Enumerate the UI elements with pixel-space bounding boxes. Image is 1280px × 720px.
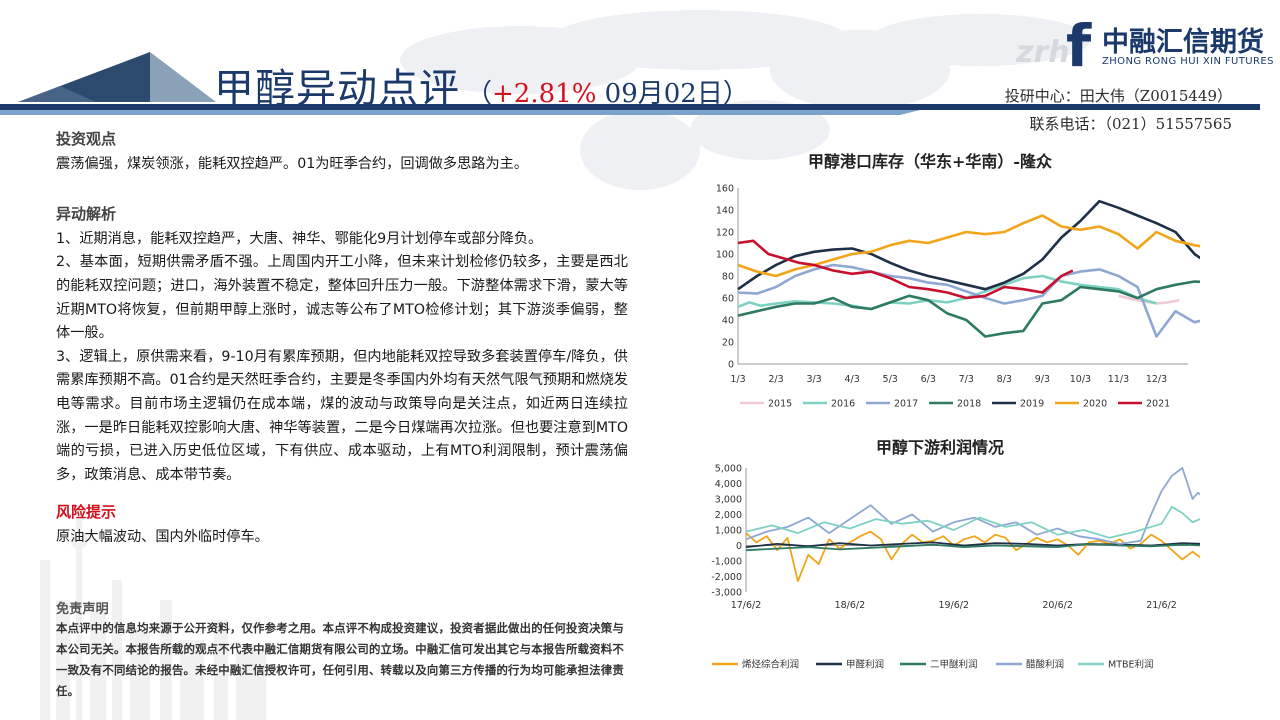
logo-name-cn: 中融汇信期货 bbox=[1102, 27, 1264, 58]
series-line-醋酸利润 bbox=[745, 467, 1200, 545]
y-tick-label: 4,000 bbox=[715, 479, 742, 490]
chart-title-profit: 甲醇下游利润情况 bbox=[876, 438, 1005, 457]
legend-label: 烯烃综合利润 bbox=[742, 659, 799, 671]
title-subtitle: （+2.81% 09月02日） bbox=[466, 73, 749, 110]
x-tick-label: 5/3 bbox=[883, 374, 898, 385]
section-view: 投资观点 震荡偏强，煤炭领涨，能耗双控趋严。01为旺季合约，回调做多思路为主。 bbox=[56, 128, 628, 176]
analysis-heading: 异动解析 bbox=[56, 205, 117, 224]
series-line-2021 bbox=[737, 239, 1074, 300]
series-line-2016 bbox=[737, 274, 1157, 311]
legend-label: 醋酸利润 bbox=[1026, 659, 1064, 671]
legend-label: 2016 bbox=[831, 399, 855, 410]
series-line-MTBE利润 bbox=[745, 505, 1200, 539]
legend-label: 甲醛利润 bbox=[846, 659, 884, 671]
risk-text: 原油大幅波动、国内外临时停车。 bbox=[56, 528, 269, 545]
profit-chart: -3,000 -2,000 -1,000 0 1,000 2,000 3,000 4,000 5… bbox=[711, 464, 1200, 671]
phone-info: 联系电话：（021）51557565 bbox=[1029, 115, 1232, 133]
x-tick-label: 10/3 bbox=[1070, 374, 1091, 385]
inventory-chart: 0 20 40 60 80 100 120 140 160 1/3 2/3 3/3 4/3 5/3 6/3 7… bbox=[716, 184, 1200, 410]
section-analysis: 异动解析 1、近期消息，能耗双控趋严，大唐、神华、鄂能化9月计划停车或部分降负。… bbox=[56, 203, 628, 487]
series-line-烯烃综合利润 bbox=[745, 530, 1200, 583]
series-line-2017 bbox=[737, 263, 1200, 338]
analyst-info: 投研中心：田大伟（Z0015449） bbox=[1004, 87, 1232, 105]
title-date: 09月02日 bbox=[604, 79, 723, 109]
analysis-paragraph-3: 3、逻辑上，原供需来看，9-10月有累库预期，但内地能耗双控导致多套装置停车/降… bbox=[56, 348, 628, 483]
y-tick-label: 100 bbox=[716, 250, 734, 261]
y-tick-label: 0 bbox=[728, 360, 734, 371]
x-tick-label: 4/3 bbox=[844, 374, 859, 385]
series-line-2018 bbox=[737, 280, 1200, 338]
y-tick-label: 140 bbox=[716, 206, 734, 217]
logo-letters: zrh bbox=[1016, 35, 1070, 70]
view-heading: 投资观点 bbox=[56, 130, 117, 148]
legend-label: 2021 bbox=[1146, 399, 1170, 410]
x-tick-label: 3/3 bbox=[806, 374, 821, 385]
x-tick-label: 6/3 bbox=[921, 374, 936, 385]
logo-mark-letter: f bbox=[1066, 12, 1092, 74]
y-tick-label: 20 bbox=[722, 338, 734, 349]
series-line-2019 bbox=[737, 199, 1200, 291]
y-tick-label: 120 bbox=[716, 228, 734, 239]
x-tick-label: 17/6/2 bbox=[731, 600, 762, 611]
logo-mark-icon: zrh f bbox=[1015, 12, 1092, 80]
contact-info: 投研中心：田大伟（Z0015449） 联系电话：（021）51557565 bbox=[1005, 82, 1232, 138]
legend-label: MTBE利润 bbox=[1108, 659, 1154, 671]
y-tick-label: 160 bbox=[716, 184, 734, 195]
y-tick-label: -3,000 bbox=[711, 588, 742, 599]
disclaimer-text: 本点评中的信息均来源于公开资料，仅作参考之用。本点评不构成投资建议，投资者据此做… bbox=[56, 621, 624, 698]
section-risk: 风险提示 原油大幅波动、国内外临时停车。 bbox=[56, 501, 628, 549]
price-change-percent: +2.81% bbox=[492, 79, 597, 109]
x-tick-label: 1/3 bbox=[730, 374, 745, 385]
legend-label: 2015 bbox=[768, 399, 792, 410]
analysis-paragraph-2: 2、基本面，短期供需矛盾不强。上周国内开工小降，但未来计划检修仍较多，主要是西北… bbox=[56, 254, 628, 342]
page-title: 甲醇异动点评 （+2.81% 09月02日） bbox=[214, 56, 749, 112]
title-text: 甲醇异动点评 bbox=[214, 66, 460, 112]
disclaimer: 免责声明 本点评中的信息均来源于公开资料，仅作参考之用。本点评不构成投资建议，投… bbox=[56, 602, 630, 702]
x-tick-label: 8/3 bbox=[997, 374, 1012, 385]
y-tick-label: 40 bbox=[722, 316, 734, 327]
legend-label: 2019 bbox=[1020, 399, 1044, 410]
view-text: 震荡偏强，煤炭领涨，能耗双控趋严。01为旺季合约，回调做多思路为主。 bbox=[56, 155, 529, 172]
chart-title-inventory: 甲醇港口库存（华东+华南）-隆众 bbox=[808, 152, 1053, 171]
y-tick-label: 0 bbox=[736, 541, 742, 552]
paren-close: ） bbox=[722, 79, 749, 109]
x-tick-label: 19/6/2 bbox=[938, 600, 969, 611]
analysis-paragraph-1: 1、近期消息，能耗双控趋严，大唐、神华、鄂能化9月计划停车或部分降负。 bbox=[56, 230, 543, 247]
series-line-二甲醚利润 bbox=[745, 543, 1200, 552]
x-tick-label: 9/3 bbox=[1035, 374, 1050, 385]
legend-label: 2017 bbox=[894, 399, 918, 410]
city-skyline-watermark bbox=[40, 520, 266, 720]
x-tick-label: 21/6/2 bbox=[1146, 600, 1177, 611]
legend-label: 2018 bbox=[957, 399, 981, 410]
y-tick-label: -1,000 bbox=[711, 557, 742, 568]
y-tick-label: 3,000 bbox=[715, 495, 742, 506]
risk-heading: 风险提示 bbox=[56, 503, 117, 522]
y-tick-label: 80 bbox=[722, 272, 734, 283]
y-tick-label: 2,000 bbox=[715, 510, 742, 521]
x-tick-label: 11/3 bbox=[1108, 374, 1129, 385]
company-logo: zrh f 中融汇信期货 ZHONG RONG HUI XIN FUTURES bbox=[1015, 12, 1273, 80]
legend-label: 2020 bbox=[1083, 399, 1107, 410]
x-tick-label: 2/3 bbox=[768, 374, 783, 385]
paren-open: （ bbox=[466, 79, 493, 109]
logo-name-en: ZHONG RONG HUI XIN FUTURES bbox=[1102, 56, 1274, 67]
y-tick-label: 1,000 bbox=[715, 526, 742, 537]
legend-label: 二甲醚利润 bbox=[930, 659, 978, 671]
x-tick-label: 18/6/2 bbox=[835, 600, 866, 611]
y-tick-label: 60 bbox=[722, 294, 734, 305]
report-body: 投资观点 震荡偏强，煤炭领涨，能耗双控趋严。01为旺季合约，回调做多思路为主。 … bbox=[56, 128, 628, 550]
x-tick-label: 7/3 bbox=[959, 374, 974, 385]
y-tick-label: -2,000 bbox=[711, 572, 742, 583]
y-tick-label: 5,000 bbox=[715, 464, 742, 475]
disclaimer-heading: 免责声明 bbox=[56, 602, 109, 617]
x-tick-label: 20/6/2 bbox=[1042, 600, 1073, 611]
series-line-2020 bbox=[737, 214, 1200, 278]
x-tick-label: 12/3 bbox=[1146, 374, 1167, 385]
